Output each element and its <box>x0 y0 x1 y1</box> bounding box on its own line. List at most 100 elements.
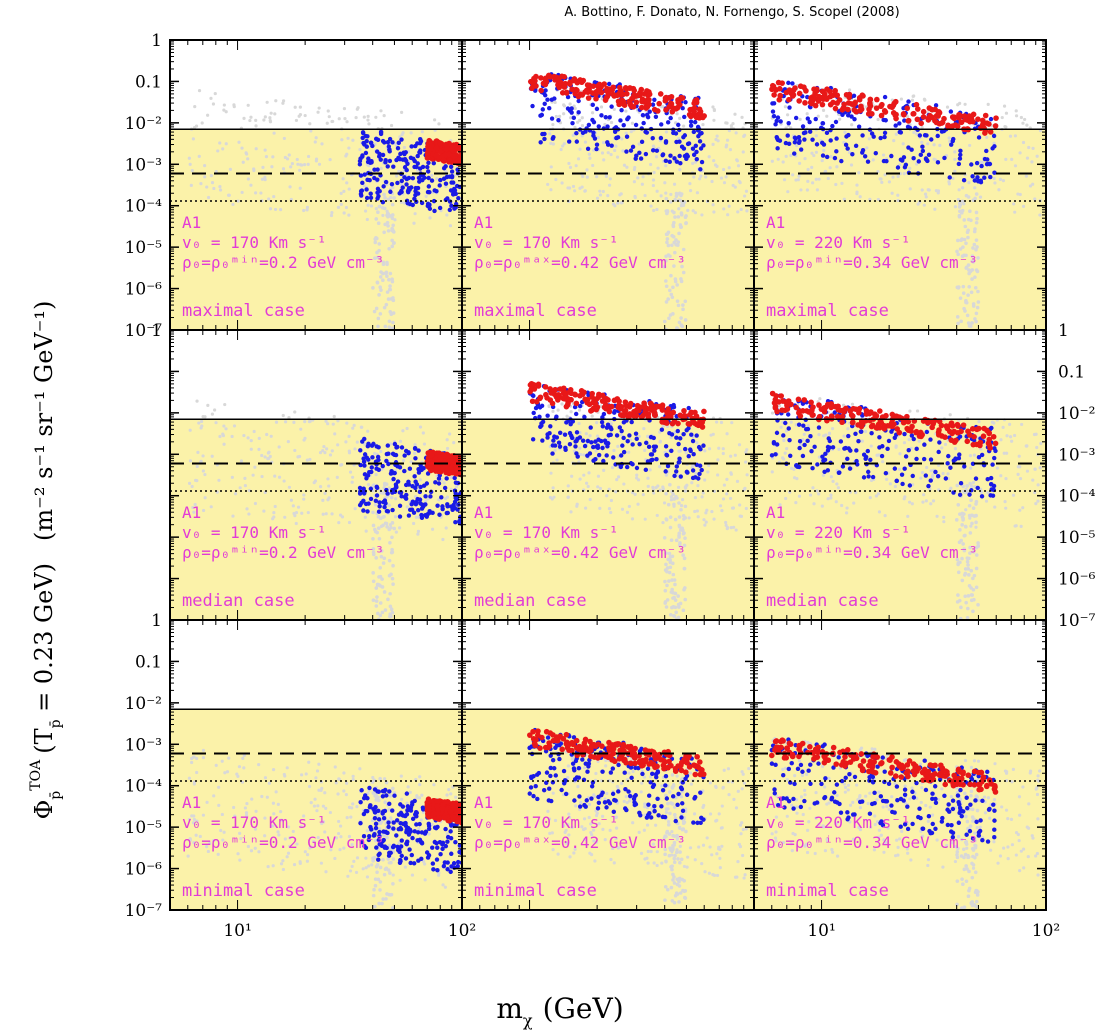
gray-point <box>627 504 631 509</box>
gray-point <box>663 588 668 593</box>
gray-point <box>683 597 688 602</box>
gray-point <box>588 497 592 502</box>
gray-point <box>383 196 387 200</box>
gray-point <box>382 305 387 310</box>
red-point <box>646 406 653 412</box>
gray-point <box>969 218 973 223</box>
gray-point <box>264 155 269 159</box>
gray-point <box>364 209 368 213</box>
blue-point <box>390 507 395 513</box>
case-label: maximal case <box>182 301 305 321</box>
blue-point <box>813 116 818 122</box>
blue-point <box>920 148 926 154</box>
red-point <box>887 103 893 110</box>
gray-point <box>378 516 383 521</box>
gray-point <box>384 270 389 275</box>
gray-point <box>652 170 656 175</box>
gray-point <box>569 510 573 514</box>
blue-point <box>376 467 382 472</box>
blue-point <box>652 97 657 103</box>
points-group <box>769 390 1043 620</box>
gray-point <box>555 458 559 462</box>
gray-point <box>671 285 675 290</box>
blue-point <box>770 109 776 114</box>
gray-point <box>789 420 793 424</box>
gray-point <box>954 518 959 522</box>
gray-point <box>715 134 719 138</box>
gray-point <box>658 465 662 469</box>
gray-point <box>716 139 720 143</box>
gray-point <box>1038 466 1042 470</box>
gray-point <box>636 502 640 506</box>
gray-point <box>967 503 972 508</box>
blue-point <box>360 180 365 186</box>
gray-point <box>899 97 904 101</box>
gray-point <box>203 164 207 168</box>
blue-point <box>357 158 363 164</box>
gray-point <box>302 497 306 501</box>
blue-point <box>452 475 457 481</box>
blue-point <box>625 439 630 444</box>
gray-point <box>678 116 682 120</box>
gray-point <box>666 557 670 562</box>
gray-point <box>669 192 673 197</box>
gray-point <box>376 611 380 616</box>
blue-point <box>840 112 845 118</box>
blue-point <box>583 129 588 134</box>
gray-point <box>969 290 974 295</box>
gray-point <box>203 496 207 500</box>
model-label: A1 <box>766 213 785 232</box>
gray-point <box>374 115 378 119</box>
blue-point <box>659 427 665 432</box>
gray-point <box>860 439 864 443</box>
blue-point <box>416 470 422 475</box>
red-point <box>616 101 622 108</box>
blue-point <box>530 437 536 442</box>
blue-point <box>969 162 974 167</box>
gray-point <box>971 506 976 510</box>
gray-point <box>371 536 375 541</box>
gray-point <box>222 424 226 428</box>
blue-point <box>575 454 580 459</box>
gray-point <box>704 520 708 524</box>
blue-point <box>627 433 632 438</box>
gray-point <box>1030 160 1034 164</box>
blue-point <box>911 156 916 161</box>
gray-point <box>936 189 941 193</box>
gray-point <box>662 264 667 269</box>
gray-point <box>287 416 291 420</box>
blue-point <box>884 158 889 164</box>
blue-point <box>574 438 579 444</box>
gray-point <box>961 542 965 546</box>
blue-point <box>367 178 372 183</box>
red-point <box>542 76 549 83</box>
gray-point <box>552 495 556 499</box>
gray-point <box>620 507 625 511</box>
red-point <box>549 400 556 407</box>
gray-point <box>224 110 228 114</box>
gray-point <box>998 177 1003 181</box>
gray-point <box>246 436 250 440</box>
gray-point <box>580 123 585 128</box>
gray-point <box>964 300 969 305</box>
gray-point <box>433 118 437 122</box>
blue-point <box>882 94 888 100</box>
gray-point <box>683 536 687 541</box>
gray-point <box>274 420 279 424</box>
gray-point <box>583 506 588 510</box>
gray-point <box>646 476 650 480</box>
gray-point <box>209 505 213 509</box>
gray-point <box>693 509 697 514</box>
gray-point <box>337 117 341 121</box>
blue-point <box>397 156 403 162</box>
blue-point <box>801 423 806 428</box>
blue-point <box>591 130 596 135</box>
gray-point <box>682 587 686 592</box>
blue-point <box>669 448 674 454</box>
gray-point <box>837 447 841 452</box>
gray-point <box>965 559 970 564</box>
blue-point <box>587 451 593 456</box>
gray-point <box>377 248 381 253</box>
gray-point <box>616 475 621 479</box>
